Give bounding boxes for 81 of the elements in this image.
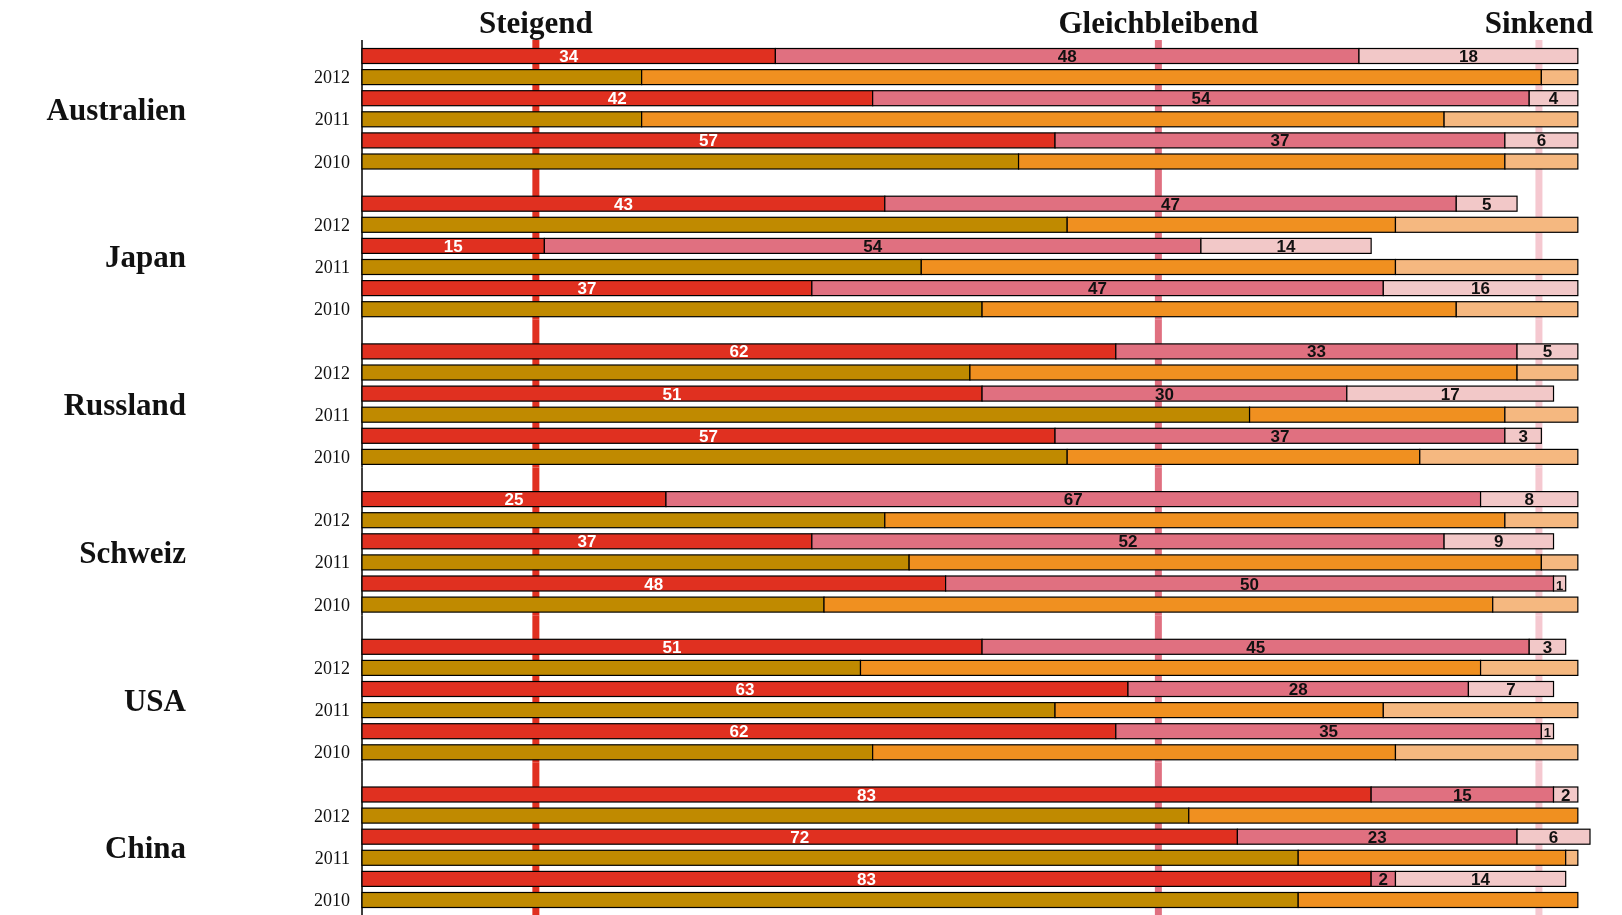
data-label: 6 [1548,827,1559,847]
y-tick-label: 2011 [314,109,350,130]
data-label: 7 [1506,680,1516,699]
y-tick-label: 2011 [314,847,350,868]
data-label: 48 [644,574,664,594]
data-label: 1 [1543,725,1552,741]
data-label: 30 [1154,384,1174,404]
data-label: 47 [1088,279,1108,299]
data-label: 14 [1276,236,1297,256]
data-label: 47 [1161,194,1180,214]
y-axis-title: Australien [46,91,186,127]
data-label: 16 [1471,279,1491,299]
data-label: 6 [1536,131,1547,151]
data-label: 5 [1542,342,1553,362]
data-label: 15 [1452,785,1472,805]
ref-line-label: Steigend [479,5,593,40]
y-tick-label: 2010 [314,446,350,467]
y-tick-label: 2011 [314,404,350,425]
y-tick-label: 2010 [314,890,350,910]
data-label: 37 [577,532,597,552]
y-axis-title: USA [123,682,187,718]
y-tick-label: 2010 [314,594,350,615]
data-label: 3 [1518,426,1528,446]
y-axis-title: Schweiz [79,534,187,570]
data-label: 52 [1118,532,1138,552]
data-label: 17 [1440,384,1460,404]
data-label: 57 [699,426,718,446]
ref-line-label: Sinkend [1484,5,1594,40]
y-tick-label: 2012 [314,214,350,235]
data-label: 83 [857,785,877,805]
data-label: 62 [729,342,749,362]
y-tick-label: 2010 [314,299,350,320]
data-label: 28 [1288,680,1308,699]
data-label: 14 [1471,869,1491,889]
data-label: 37 [1270,131,1290,151]
data-label: 33 [1306,342,1326,362]
y-tick-label: 2010 [314,151,350,172]
data-label: 62 [729,722,749,742]
data-label: 42 [607,89,627,109]
ref-line-label: Gleichbleibend [1058,5,1259,40]
data-label: 54 [1191,89,1211,109]
data-label: 18 [1458,47,1478,66]
data-label: 51 [662,384,682,404]
y-axis-title: China [105,830,187,866]
data-label: 50 [1240,574,1260,594]
y-tick-label: 2012 [314,657,350,678]
data-label: 54 [863,236,883,256]
data-label: 48 [1057,47,1077,66]
data-label: 67 [1063,490,1083,510]
y-tick-label: 2011 [314,257,350,277]
y-tick-label: 2012 [314,67,350,88]
data-label: 1 [1555,577,1564,593]
data-label: 37 [1270,426,1290,446]
data-label: 2 [1378,869,1389,889]
y-tick-label: 2012 [314,510,350,531]
data-label: 23 [1367,827,1387,847]
data-label: 34 [559,47,579,66]
data-label: 51 [662,637,682,657]
data-label: 9 [1494,532,1504,552]
data-label: 4 [1548,89,1559,109]
y-tick-label: 2010 [314,742,350,763]
data-label: 2 [1560,785,1571,805]
data-label: 5 [1481,194,1492,214]
y-axis-title: Japan [105,239,186,275]
y-tick-label: 2012 [314,362,350,383]
data-label: 3 [1542,637,1553,657]
y-axis-title: Russland [63,387,186,423]
data-label: 25 [504,490,524,510]
data-label: 37 [577,279,597,299]
data-label: 15 [443,236,463,256]
data-label: 72 [790,827,810,847]
data-label: 43 [613,194,633,214]
y-tick-label: 2011 [314,552,350,573]
y-tick-label: 2012 [314,805,350,826]
data-label: 35 [1319,722,1339,742]
data-label: 45 [1246,637,1266,657]
data-label: 8 [1524,490,1534,510]
data-label: 83 [857,869,877,889]
y-tick-label: 2011 [314,700,350,721]
data-label: 63 [735,680,755,699]
data-label: 57 [699,131,718,151]
